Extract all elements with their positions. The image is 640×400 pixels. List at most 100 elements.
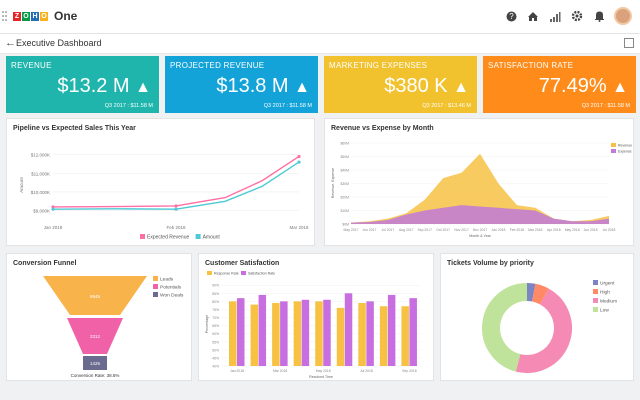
legend-label[interactable]: Satisfaction Rate [248, 272, 275, 276]
data-point[interactable] [297, 160, 301, 164]
bar[interactable] [258, 294, 267, 366]
apps-grid-icon[interactable] [2, 11, 8, 21]
bar[interactable] [280, 301, 288, 366]
help-icon[interactable]: ? [504, 9, 518, 23]
y-tick-label: 75% [212, 308, 219, 312]
donut-slice-low[interactable] [482, 283, 528, 372]
donut-slice-high[interactable] [531, 283, 549, 305]
kpi-card-revenue[interactable]: REVENUE $13.2 M ▲ Q3 2017 : $11.58 M [6, 56, 159, 113]
bar[interactable] [401, 306, 409, 366]
donut-slice-medium[interactable] [515, 288, 572, 373]
x-tick-label: Jul 2017 [381, 228, 394, 232]
conversion-rate-label: Conversion Rate: 38.5% [71, 373, 120, 378]
logo-letter: H [31, 11, 39, 21]
y-tick-label: 40% [212, 365, 219, 369]
popout-icon[interactable] [624, 38, 634, 48]
y-tick-label: $60M [341, 142, 350, 146]
kpi-card-projected-revenue[interactable]: PROJECTED REVENUE $13.8 M ▲ Q3 2017 : $11.… [165, 56, 318, 113]
legend-swatch [140, 234, 145, 239]
kpi-period: Q3 2017 : $13.46 M [422, 103, 471, 109]
trend-up-icon: ▲ [612, 79, 628, 96]
legend-label[interactable]: Expense [618, 150, 632, 154]
legend-label[interactable]: Leads [160, 277, 174, 283]
legend-swatch [195, 234, 201, 239]
tickets-priority-chart: Urgent High Medium Low [482, 280, 617, 373]
legend-label[interactable]: High [600, 290, 610, 296]
bell-icon[interactable] [592, 9, 606, 23]
legend-label[interactable]: Revenue [618, 144, 632, 148]
funnel-stage-leads[interactable] [43, 276, 147, 315]
bar[interactable] [293, 301, 302, 366]
kpi-card-marketing-expenses[interactable]: MARKETING EXPENSES $380 K ▲ Q3 2017 : $13.… [324, 56, 477, 113]
data-point[interactable] [174, 207, 178, 211]
y-tick-label: 55% [212, 340, 219, 344]
kpi-period: Q3 2017 : $11.58 M [104, 103, 153, 109]
y-tick-label: $50M [341, 155, 350, 159]
bar[interactable] [272, 303, 280, 366]
bar[interactable] [301, 299, 310, 366]
bar[interactable] [250, 304, 259, 366]
x-tick-label: Dec 2017 [473, 228, 488, 232]
legend-label[interactable]: Expected Revenue [147, 235, 189, 241]
bar[interactable] [409, 298, 417, 366]
data-point[interactable] [51, 205, 55, 209]
kpi-value: 77.49% ▲ [538, 75, 628, 97]
y-tick-label: 90% [212, 284, 219, 288]
legend-label[interactable]: Won Deals [160, 293, 184, 299]
bar[interactable] [358, 303, 366, 366]
signal-icon[interactable] [548, 9, 562, 23]
bar[interactable] [336, 307, 345, 366]
back-arrow-icon[interactable]: ← [5, 37, 16, 49]
kpi-card-satisfaction-rate[interactable]: SATISFACTION RATE 77.49% ▲ Q3 2017 : $11.5… [483, 56, 636, 113]
legend-label[interactable]: Low [600, 308, 609, 314]
area-series [351, 153, 609, 224]
legend-swatch [241, 271, 246, 275]
bar[interactable] [237, 298, 245, 366]
bar[interactable] [366, 301, 374, 366]
data-point[interactable] [51, 207, 55, 211]
bar[interactable] [379, 306, 388, 366]
legend-label[interactable]: Urgent [600, 281, 615, 287]
home-icon[interactable] [526, 9, 540, 23]
donut-slice-urgent[interactable] [526, 283, 536, 302]
legend-label[interactable]: Medium [600, 299, 617, 305]
funnel-value: 1425 [90, 361, 101, 366]
x-tick-label: Jan 2018 [44, 225, 63, 230]
x-tick-label: May 2018 [316, 369, 331, 373]
bar[interactable] [315, 301, 323, 366]
funnel-stage-potentials[interactable] [67, 318, 123, 354]
user-avatar[interactable] [614, 7, 632, 25]
legend-swatch [611, 149, 616, 153]
x-axis-label: Month & Year [469, 234, 491, 238]
x-tick-label: May 2017 [344, 228, 359, 232]
logo-letter: Z [13, 11, 21, 21]
y-tick-label: $10M [341, 209, 350, 213]
y-tick-label: 70% [212, 316, 219, 320]
kpi-label: PROJECTED REVENUE [170, 61, 265, 70]
bar[interactable] [344, 293, 353, 366]
x-tick-label: May 2018 [565, 228, 580, 232]
y-tick-label: 85% [212, 292, 219, 296]
legend-label[interactable]: Amount [203, 235, 221, 241]
bar[interactable] [323, 299, 331, 366]
y-axis-label: Revenue, Expense [331, 168, 335, 198]
x-tick-label: Oct 2017 [436, 228, 450, 232]
satisfaction-card: Customer Satisfaction 90% 85% 80% 75% 70% 65%… [198, 253, 434, 381]
bar[interactable] [387, 294, 396, 366]
y-axis-label: Amount [19, 176, 24, 192]
legend-label[interactable]: Potentials [160, 285, 182, 291]
y-axis-label: Percentage [205, 315, 209, 333]
pipeline-chart-title: Pipeline vs Expected Sales This Year [13, 125, 136, 132]
bar[interactable] [229, 301, 237, 366]
data-point[interactable] [174, 204, 178, 208]
funnel-stage-won-deals[interactable] [83, 356, 107, 370]
gear-icon[interactable] [570, 9, 584, 23]
data-point[interactable] [297, 154, 301, 159]
series-line [52, 161, 300, 210]
kpi-value: $380 K ▲ [384, 75, 469, 97]
area-series [351, 205, 609, 224]
logo-letter: O [22, 11, 30, 21]
legend-label[interactable]: Response Rate [214, 272, 239, 276]
